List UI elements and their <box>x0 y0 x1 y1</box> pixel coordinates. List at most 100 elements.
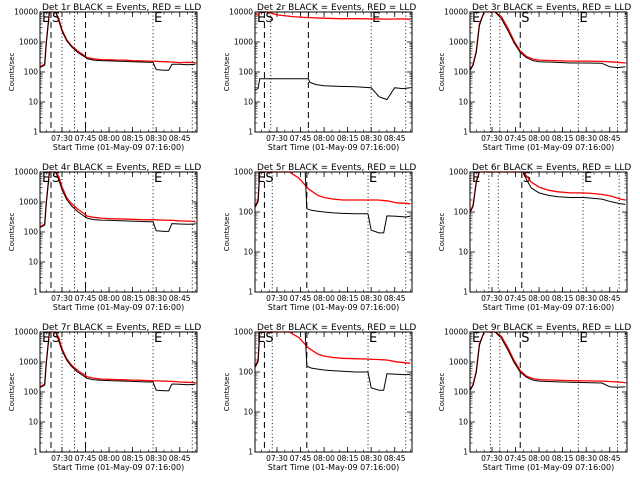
events-series-line <box>469 11 626 72</box>
marker-letter: E <box>257 11 265 26</box>
x-tick-label: 08:45 <box>384 134 406 143</box>
marker-letter: E <box>154 171 162 186</box>
plot-frame <box>39 11 198 133</box>
x-tick-label: 07:45 <box>505 454 527 463</box>
y-tick-label: 100 <box>24 388 39 397</box>
marker-letter: S <box>265 11 273 26</box>
x-axis-label: Start Time (01-May-09 07:16:00) <box>268 143 399 152</box>
x-tick-label: 07:30 <box>266 454 288 463</box>
events-series-line <box>254 331 411 391</box>
x-tick-label: 07:30 <box>481 294 503 303</box>
y-tick-label: 100 <box>239 208 254 217</box>
y-tick-label: 100 <box>454 388 469 397</box>
x-tick-label: 08:15 <box>122 134 144 143</box>
y-axis-label: Counts/sec <box>438 373 446 412</box>
plot-frame <box>254 11 413 133</box>
marker-letter: E <box>42 331 50 346</box>
x-tick-label: 08:30 <box>360 134 382 143</box>
x-tick-label: 07:30 <box>51 294 73 303</box>
panel-title: Det 7r BLACK = Events, RED = LLD <box>42 323 201 333</box>
x-tick-label: 07:30 <box>266 134 288 143</box>
marker-letter: E <box>584 171 592 186</box>
events-series-line <box>39 171 196 232</box>
plot-frame <box>39 171 198 293</box>
lld-series-line <box>39 331 196 388</box>
y-tick-label: 10000 <box>229 8 253 17</box>
x-tick-label: 08:30 <box>145 454 167 463</box>
x-tick-label: 08:15 <box>337 294 359 303</box>
y-tick-label: 100 <box>239 68 254 77</box>
x-tick-label: 08:45 <box>169 294 191 303</box>
panel-title: Det 4r BLACK = Events, RED = LLD <box>42 163 201 173</box>
x-tick-label: 07:45 <box>75 454 97 463</box>
panel-title: Det 1r BLACK = Events, RED = LLD <box>42 3 201 13</box>
lld-series-line <box>39 171 196 228</box>
marker-letter: E <box>257 331 265 346</box>
y-tick-label: 10000 <box>444 8 468 17</box>
x-tick-label: 08:45 <box>169 454 191 463</box>
y-axis-label: Counts/sec <box>223 373 231 412</box>
x-tick-label: 07:45 <box>290 134 312 143</box>
y-tick-label: 10 <box>243 408 253 417</box>
x-tick-label: 07:30 <box>51 134 73 143</box>
lld-series-line <box>39 11 196 68</box>
x-axis-label: Start Time (01-May-09 07:16:00) <box>483 303 614 312</box>
x-tick-label: 07:45 <box>75 294 97 303</box>
lld-series-line <box>254 331 411 367</box>
marker-letter: S <box>265 331 273 346</box>
marker-letter: E <box>472 11 480 26</box>
x-tick-label: 07:45 <box>290 454 312 463</box>
plot-frame <box>469 171 628 293</box>
panel-8: Det 8r BLACK = Events, RED = LLD Counts/s… <box>223 323 416 472</box>
x-tick-label: 07:45 <box>505 294 527 303</box>
x-tick-label: 08:45 <box>599 134 621 143</box>
panel-1: Det 1r BLACK = Events, RED = LLD Counts/s… <box>8 3 201 152</box>
y-tick-label: 10 <box>243 98 253 107</box>
marker-letter: E <box>42 171 50 186</box>
y-tick-label: 100 <box>239 368 254 377</box>
y-tick-label: 10 <box>458 248 468 257</box>
marker-letter: E <box>42 11 50 26</box>
x-axis-label: Start Time (01-May-09 07:16:00) <box>53 463 184 472</box>
lld-series-line <box>469 11 626 70</box>
x-tick-label: 08:15 <box>552 454 574 463</box>
y-tick-label: 1 <box>248 448 253 457</box>
panel-title: Det 2r BLACK = Events, RED = LLD <box>257 3 416 13</box>
x-axis-label: Start Time (01-May-09 07:16:00) <box>268 463 399 472</box>
marker-letter: S <box>523 171 531 186</box>
y-tick-label: 10 <box>28 418 38 427</box>
y-tick-label: 10 <box>28 258 38 267</box>
panel-6: Det 6r BLACK = Events, RED = LLD Counts/s… <box>438 163 631 312</box>
marker-letter: S <box>521 11 529 26</box>
marker-letter: E <box>154 331 162 346</box>
marker-letter: E <box>579 11 587 26</box>
y-axis-label: Counts/sec <box>438 213 446 252</box>
y-tick-label: 1000 <box>19 38 38 47</box>
x-tick-label: 08:15 <box>337 454 359 463</box>
panel-title: Det 5r BLACK = Events, RED = LLD <box>257 163 416 173</box>
plot-frame <box>39 331 198 453</box>
plot-frame <box>254 171 413 293</box>
x-tick-label: 08:45 <box>384 454 406 463</box>
panel-title: Det 9r BLACK = Events, RED = LLD <box>472 323 631 333</box>
x-tick-label: 08:00 <box>98 134 120 143</box>
marker-letter: E <box>472 171 480 186</box>
panel-7: Det 7r BLACK = Events, RED = LLD Counts/s… <box>8 323 201 472</box>
x-axis-label: Start Time (01-May-09 07:16:00) <box>53 143 184 152</box>
marker-letter: E <box>579 331 587 346</box>
events-series-line <box>254 78 411 101</box>
x-tick-label: 08:30 <box>145 294 167 303</box>
x-tick-label: 08:30 <box>145 134 167 143</box>
y-tick-label: 10000 <box>14 8 38 17</box>
x-tick-label: 08:45 <box>599 294 621 303</box>
y-tick-label: 1000 <box>19 198 38 207</box>
marker-letter: E <box>369 171 377 186</box>
plot-frame <box>469 11 628 133</box>
x-tick-label: 08:00 <box>313 134 335 143</box>
y-tick-label: 1000 <box>234 328 253 337</box>
x-tick-label: 08:15 <box>122 454 144 463</box>
x-tick-label: 08:00 <box>528 134 550 143</box>
y-tick-label: 1 <box>248 128 253 137</box>
y-tick-label: 1000 <box>449 168 468 177</box>
